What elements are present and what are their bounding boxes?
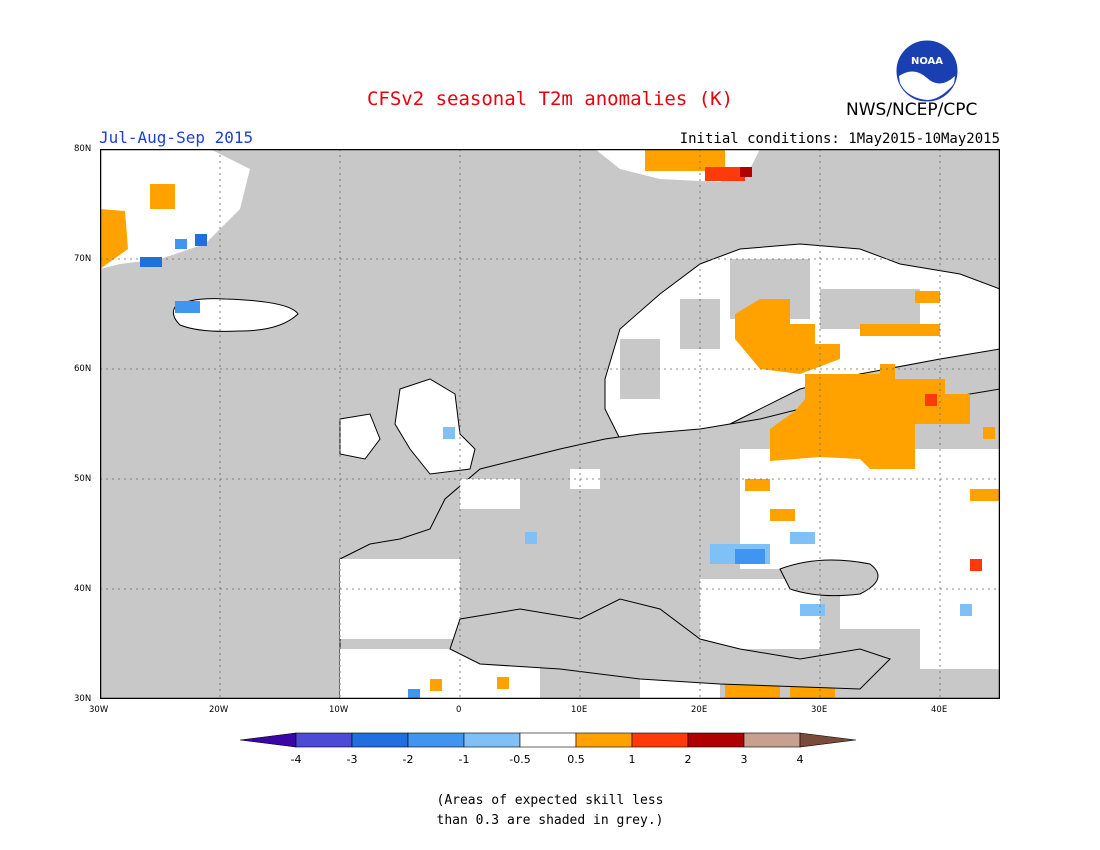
mediterranean-sea <box>449 598 891 690</box>
legend-swatch <box>631 732 689 748</box>
legend-label: -2 <box>403 753 414 766</box>
legend-label: 4 <box>797 753 804 766</box>
graticule <box>100 149 1000 699</box>
legend-swatch <box>687 732 745 748</box>
color-legend: -4 -3 -2 -1 -0.5 0.5 1 2 3 4 <box>240 732 857 766</box>
lat-label: 30N <box>74 694 92 704</box>
legend-label: 3 <box>741 753 748 766</box>
agency-label: NWS/NCEP/CPC <box>846 100 978 120</box>
legend-label: 1 <box>629 753 636 766</box>
legend-swatch <box>799 732 857 748</box>
legend-swatch <box>463 732 521 748</box>
lon-label: 10E <box>571 705 588 715</box>
lat-label: 50N <box>74 474 92 484</box>
iceland-landmass <box>172 298 299 332</box>
lon-label: 30W <box>89 705 109 715</box>
map-frame <box>100 149 1000 699</box>
ireland-landmass <box>339 413 381 460</box>
legend-label: -0.5 <box>509 753 530 766</box>
map-title: CFSv2 seasonal T2m anomalies (K) <box>366 88 734 110</box>
lon-label: 40E <box>931 705 948 715</box>
legend-label: 0.5 <box>567 753 585 766</box>
legend-swatch <box>295 732 353 748</box>
lat-label: 40N <box>74 584 92 594</box>
lon-label: 20W <box>209 705 229 715</box>
skill-note-line2: than 0.3 are shaded in grey.) <box>436 813 664 828</box>
finland-warm-anomaly <box>735 299 840 374</box>
forecast-period: Jul-Aug-Sep 2015 <box>99 128 254 147</box>
noaa-logo-icon: NOAA <box>896 40 958 102</box>
black-sea <box>779 559 879 597</box>
lat-label: 80N <box>74 144 92 154</box>
turkey-cool-anomaly <box>800 604 825 616</box>
lon-label: 20E <box>691 705 708 715</box>
noaa-logo-text: NOAA <box>911 56 943 67</box>
lon-label: 30E <box>811 705 828 715</box>
lat-label: 60N <box>74 364 92 374</box>
lat-label: 70N <box>74 254 92 264</box>
lon-label: 10W <box>329 705 349 715</box>
legend-swatch <box>519 732 577 748</box>
greenland-warm-anomaly <box>100 209 128 269</box>
svalbard-warm-anomaly <box>645 149 725 171</box>
legend-label: -4 <box>291 753 302 766</box>
anomaly-map <box>100 149 1000 699</box>
legend-swatch <box>351 732 409 748</box>
legend-swatch <box>407 732 465 748</box>
legend-swatch <box>575 732 633 748</box>
lon-label: 0 <box>456 705 462 715</box>
uk-landmass <box>394 378 476 475</box>
legend-label: 2 <box>685 753 692 766</box>
legend-swatch <box>240 732 297 748</box>
legend-label: -1 <box>459 753 470 766</box>
legend-label: -3 <box>347 753 358 766</box>
initial-conditions: Initial conditions: 1May2015-10May2015 <box>679 131 1000 147</box>
skill-note-line1: (Areas of expected skill less <box>436 793 664 808</box>
legend-swatch <box>743 732 801 748</box>
